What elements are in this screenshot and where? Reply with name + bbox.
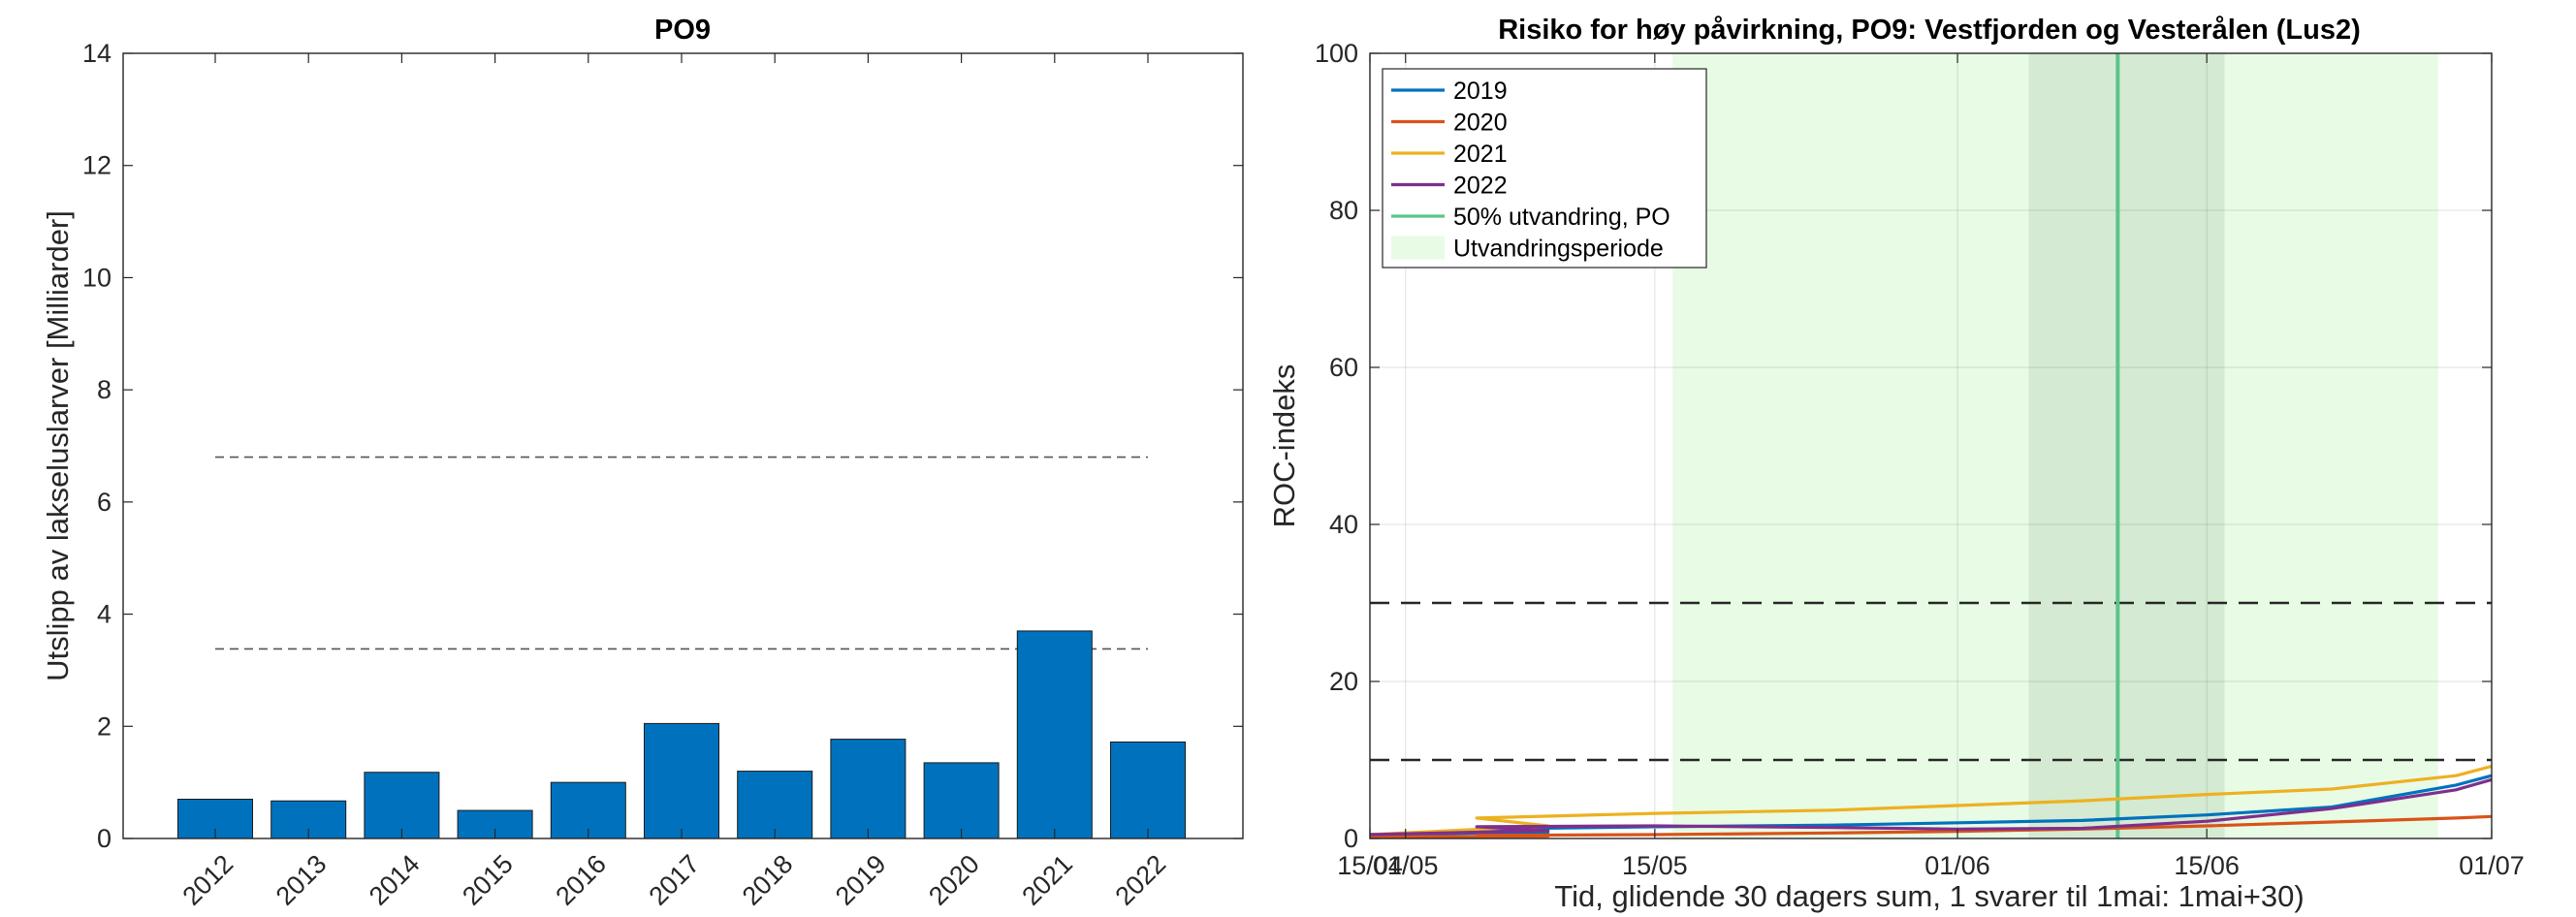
line-chart-x-axis-label: Tid, glidende 30 dagers sum, 1 svarer ti… [1554,879,2304,913]
x-tick-label: 15/04 [1337,851,1403,880]
x-tick-label: 01/07 [2459,851,2525,880]
line-chart-legend: 2019 2020 2021 2022 50% utvandring, PO Utvand… [1382,68,1707,269]
x-tick-label: 2013 [270,849,333,911]
y-tick-label: 6 [97,488,111,517]
bar-2017 [644,722,719,839]
legend-label: 50% utvandring, PO [1453,204,1670,231]
series-line-2019 [1369,774,2493,837]
y-tick-label: 8 [97,375,111,404]
y-tick-label: 0 [97,824,111,853]
bar-2022 [1110,741,1186,839]
bar-2018 [737,771,813,839]
y-tick-label: 10 [82,263,111,292]
y-tick-label: 80 [1329,196,1358,225]
x-tick-label: 2019 [830,849,892,911]
line-chart-reference-lines [1370,601,2492,762]
y-tick-label: 12 [82,151,111,180]
x-tick-label: 01/06 [1924,851,1990,880]
y-tick-label: 4 [97,600,111,629]
legend-label: 2022 [1453,173,1508,200]
line-chart-plot-frame [1369,52,2493,839]
line-chart-panel: Risiko for høy påvirkning, PO9: Vestfjor… [1267,15,2525,913]
y-tick-label: 0 [1344,824,1358,853]
x-tick-label: 2014 [364,849,426,911]
bar-2020 [923,762,1000,839]
bar-chart-title: PO9 [654,15,711,46]
y-tick-label: 2 [97,711,111,741]
x-tick-label: 15/05 [1622,851,1688,880]
legend-label: Utvandringsperiode [1453,236,1664,263]
line-chart-grid [1369,52,2493,839]
bar-chart-plot-frame [122,52,1244,839]
x-tick-label: 2012 [177,849,239,911]
legend-box [1382,68,1707,269]
bar-2014 [364,772,440,839]
x-tick-label: 2016 [550,849,612,911]
line-chart-title: Risiko for høy påvirkning, PO9: Vestfjor… [1498,15,2361,46]
y-tick-label: 40 [1329,510,1358,539]
line-chart-y-axis-label: ROC-indeks [1267,364,1301,528]
migration-core-band [2028,53,2225,838]
line-chart-y-ticks: 0 20 40 60 80 100 [1315,39,2492,853]
series-line-2021 [1369,764,2493,837]
bar-2021 [1016,630,1093,839]
legend-swatch [1391,236,1445,260]
legend-label: 2019 [1453,78,1508,105]
x-tick-label: 2021 [1016,849,1078,911]
bar-chart-y-ticks: 0 2 4 6 8 10 12 14 [82,39,1243,853]
legend-label: 2020 [1453,110,1508,137]
y-tick-label: 100 [1315,39,1358,68]
x-tick-label: 2015 [457,849,519,911]
bar-chart-reference-lines [215,456,1148,650]
legend-label: 2021 [1453,141,1508,168]
x-tick-label: 2018 [737,849,799,911]
bar-chart-y-axis-label: Utslipp av lakseluslarver [Milliarder] [41,210,75,681]
bar-2019 [830,739,906,839]
y-tick-label: 14 [82,39,111,68]
y-tick-label: 60 [1329,353,1358,382]
y-tick-label: 20 [1329,667,1358,696]
line-chart-background [1672,53,2438,838]
bar-chart-panel: PO9 0 2 4 6 8 10 12 14 2012 2013 2014 2015 2016 2017… [41,15,1244,911]
x-tick-label: 01/05 [1373,851,1439,880]
bar-chart-bars [177,630,1186,839]
x-tick-label: 2022 [1110,849,1172,911]
x-tick-label: 2017 [644,849,706,911]
x-tick-label: 2020 [923,849,985,911]
x-tick-label: 15/06 [2174,851,2240,880]
